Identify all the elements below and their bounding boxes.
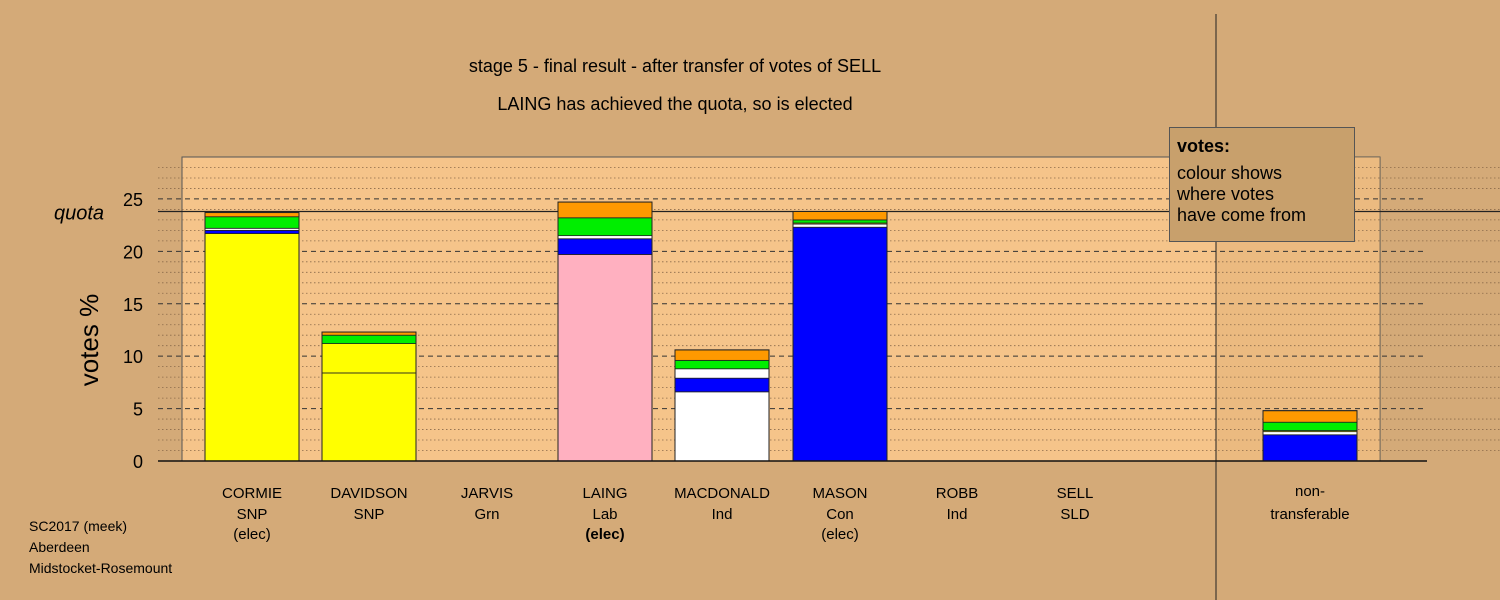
candidate-party: Lab (592, 506, 617, 523)
bar-macdonald-segment-con (674, 377, 770, 393)
bar-davidson-segment-snp (321, 343, 417, 374)
bar-cormie-segment-con (204, 229, 300, 234)
candidate-party: SNP (354, 506, 385, 523)
candidate-name: DAVIDSON (330, 485, 407, 502)
bar-mason-segment-con (792, 226, 888, 462)
candidate-party: SLD (1060, 506, 1089, 523)
y-tick-label: 20 (123, 242, 143, 262)
footer-line: Midstocket-Rosemount (29, 560, 173, 576)
candidate-status: (elec) (585, 526, 624, 543)
nontransferable-label: transferable (1270, 506, 1349, 523)
bar-davidson-segment-snp (321, 372, 417, 462)
candidate-party: Ind (947, 506, 968, 523)
footer-line: Aberdeen (29, 539, 90, 555)
bar-nontransferable-segment-sld (1262, 410, 1358, 423)
candidate-party: Con (826, 506, 854, 523)
candidate-name: MASON (812, 485, 867, 502)
candidate-party: SNP (237, 506, 268, 523)
legend-line: colour shows (1177, 163, 1283, 183)
bar-mason-segment-grn (792, 219, 888, 224)
bar-macdonald-segment-ind (674, 368, 770, 379)
candidate-name: JARVIS (461, 485, 513, 502)
footer-line: SC2017 (meek) (29, 518, 128, 534)
bar-laing-segment-sld (557, 201, 653, 219)
bar-macdonald-segment-sld (674, 349, 770, 361)
bar-nontransferable-segment-grn (1262, 421, 1358, 432)
candidate-status: (elec) (233, 526, 271, 543)
y-axis-label: votes % (74, 294, 104, 387)
candidate-name: ROBB (936, 485, 979, 502)
y-tick-label: 10 (123, 347, 143, 367)
legend-title: votes: (1177, 136, 1231, 156)
chart-title: stage 5 - final result - after transfer … (468, 56, 882, 76)
candidate-party: Ind (712, 506, 733, 523)
bar-cormie-segment-sld (204, 212, 300, 218)
y-tick-label: 5 (133, 400, 143, 420)
bar-macdonald-segment-grn (674, 359, 770, 370)
bar-laing-segment-con (557, 238, 653, 255)
legend-box: votes: colour shows where votes have com… (1169, 127, 1355, 242)
bar-davidson-segment-grn (321, 334, 417, 344)
chart-subtitle: LAING has achieved the quota, so is elec… (497, 94, 853, 114)
bar-laing-segment-lab (557, 254, 653, 462)
candidate-party: Grn (474, 506, 499, 523)
y-tick-label: 0 (133, 452, 143, 472)
candidate-name: SELL (1057, 485, 1094, 502)
y-tick-label: 15 (123, 295, 143, 315)
bar-nontransferable-segment-con (1262, 434, 1358, 462)
y-tick-label: 25 (123, 190, 143, 210)
candidate-name: CORMIE (222, 485, 282, 502)
candidate-name: MACDONALD (674, 485, 770, 502)
bar-cormie-segment-grn (204, 216, 300, 229)
bar-mason-segment-ind (792, 223, 888, 228)
bar-mason-segment-sld (792, 211, 888, 221)
bar-nontransferable-segment-ind (1262, 431, 1358, 436)
candidate-status: (elec) (821, 526, 859, 543)
candidate-name: LAING (582, 485, 627, 502)
bar-cormie-segment-snp (204, 233, 300, 462)
legend-line: where votes (1177, 184, 1275, 204)
nontransferable-label: non- (1295, 483, 1325, 500)
bar-laing-segment-grn (557, 217, 653, 237)
footer-info: SC2017 (meek) Aberdeen Midstocket-Rosemo… (29, 516, 172, 579)
bar-laing-segment-ind (557, 235, 653, 240)
bar-macdonald-segment-ind (674, 391, 770, 462)
legend-line: have come from (1177, 205, 1307, 225)
quota-label: quota (54, 203, 104, 225)
